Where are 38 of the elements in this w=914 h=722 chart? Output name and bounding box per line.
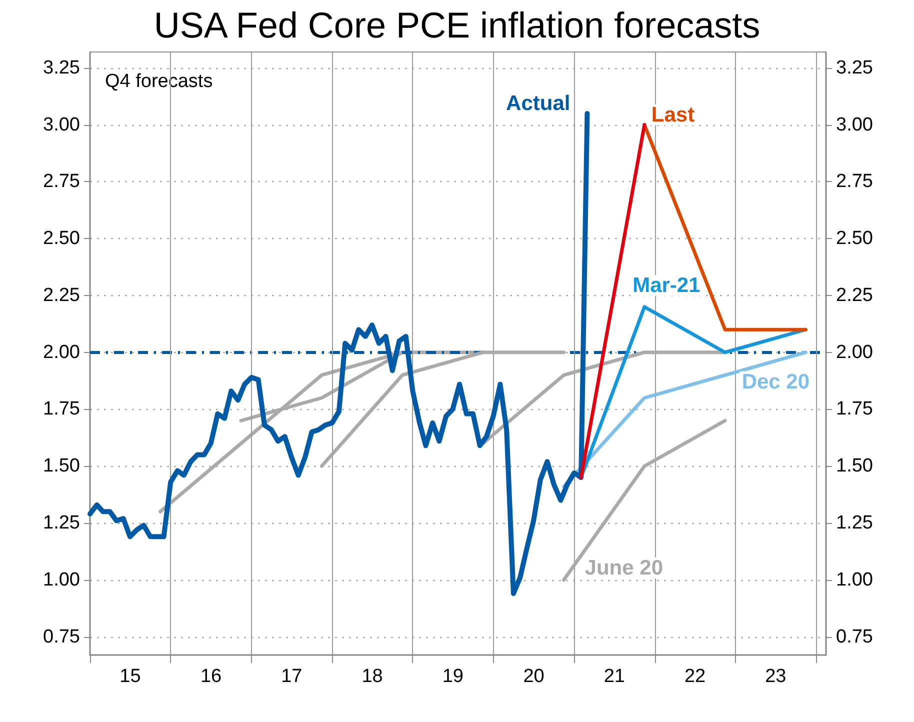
annotation: Q4 forecasts xyxy=(105,71,213,92)
series-label: Dec 20 xyxy=(742,370,810,394)
x-tick-label: 18 xyxy=(362,666,383,687)
y2-tick-label: 1.75 xyxy=(836,398,873,420)
y-tick-label: 1.75 xyxy=(43,398,80,420)
y2-tick-label: 1.25 xyxy=(836,512,873,534)
y2-tick-label: 2.75 xyxy=(836,171,873,192)
x-tick-label: 20 xyxy=(523,666,544,687)
y2-tick-label: 1.50 xyxy=(836,456,873,477)
series-label: June 20 xyxy=(584,556,664,580)
y2-tick-label: 3.00 xyxy=(836,114,873,136)
x-tick-label: 15 xyxy=(120,666,141,687)
y-tick-label: 1.50 xyxy=(43,456,80,477)
y2-tick-label: 1.00 xyxy=(836,569,873,590)
series-label: Last xyxy=(651,103,695,126)
x-tick-label: 22 xyxy=(684,666,706,687)
y-tick-label: 2.75 xyxy=(43,171,80,192)
y-tick-label: 1.25 xyxy=(43,512,80,534)
y2-tick-label: 0.75 xyxy=(836,626,873,648)
y-tick-label: 3.25 xyxy=(43,57,80,78)
x-tick-label: 16 xyxy=(200,666,222,687)
y-tick-label: 0.75 xyxy=(43,626,80,648)
series-label: Mar-21 xyxy=(632,274,701,297)
x-tick-label: 17 xyxy=(281,666,302,687)
x-tick-label: 19 xyxy=(442,666,464,687)
y-tick-label: 3.00 xyxy=(43,114,80,136)
y2-tick-label: 2.50 xyxy=(836,228,873,250)
y2-tick-label: 2.25 xyxy=(836,284,873,306)
series-label: Actual xyxy=(506,92,570,115)
chart-title: USA Fed Core PCE inflation forecasts xyxy=(154,4,760,46)
y-tick-label: 1.00 xyxy=(43,569,80,590)
y2-tick-label: 2.00 xyxy=(836,342,873,363)
y-tick-label: 2.25 xyxy=(43,284,80,306)
y2-tick-label: 3.25 xyxy=(836,57,873,78)
y-tick-label: 2.50 xyxy=(43,228,80,250)
y-tick-label: 2.00 xyxy=(43,342,80,363)
x-tick-label: 21 xyxy=(604,666,625,687)
x-tick-label: 23 xyxy=(765,666,786,687)
